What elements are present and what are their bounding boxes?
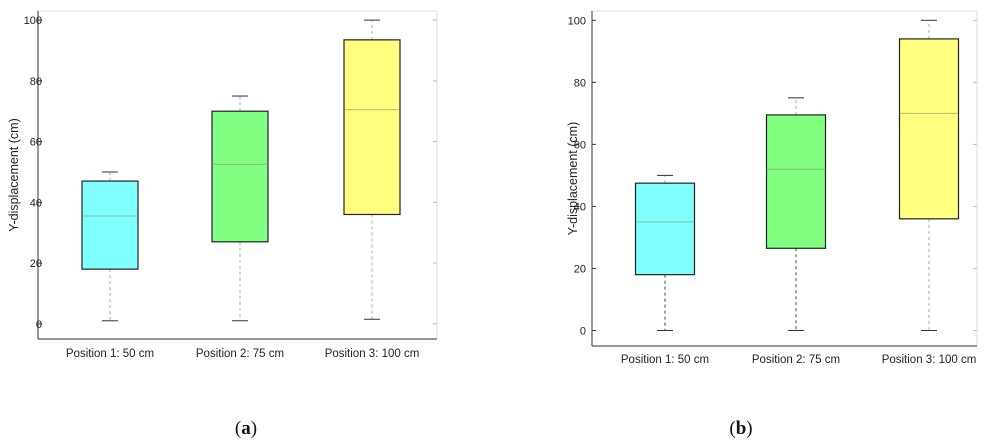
y-tick-label: 100 [24,15,42,27]
box [343,39,401,216]
y-tick-label: 0 [36,319,42,331]
y-tick-label: 40 [30,197,42,209]
x-category-label: Position 3: 100 cm [882,354,977,366]
y-tick-label: 40 [574,201,586,213]
panel-b: 0 20 40 60 80 100 Y-displacement (cm) Position … [566,10,978,366]
y-tick-label: 60 [574,139,586,151]
y-tick-label: 80 [574,77,586,89]
y-tick-label: 60 [30,137,42,149]
x-category-label: Position 2: 75 cm [196,348,284,360]
y-tick-label: 100 [568,15,586,27]
x-category-label: Position 3: 100 cm [325,348,420,360]
y-axis-label: Y-displacement (cm) [7,118,21,231]
box [765,114,827,249]
caption-b: (b) [729,418,752,439]
box [211,110,269,243]
y-tick-label: 80 [30,76,42,88]
y-axis-label: Y-displacement (cm) [566,122,580,235]
x-category-label: Position 2: 75 cm [752,354,840,366]
caption-a: (a) [235,418,257,439]
y-tick-label: 0 [580,325,586,337]
box [898,38,960,220]
x-category-label: Position 1: 50 cm [621,354,709,366]
y-tick-label: 20 [30,258,42,270]
box [634,182,696,276]
panel-a: 0 20 40 60 80 100 Y-displacement (cm) Position … [7,10,438,360]
y-tick-label: 20 [574,263,586,275]
x-category-label: Position 1: 50 cm [66,348,154,360]
box [81,180,139,270]
